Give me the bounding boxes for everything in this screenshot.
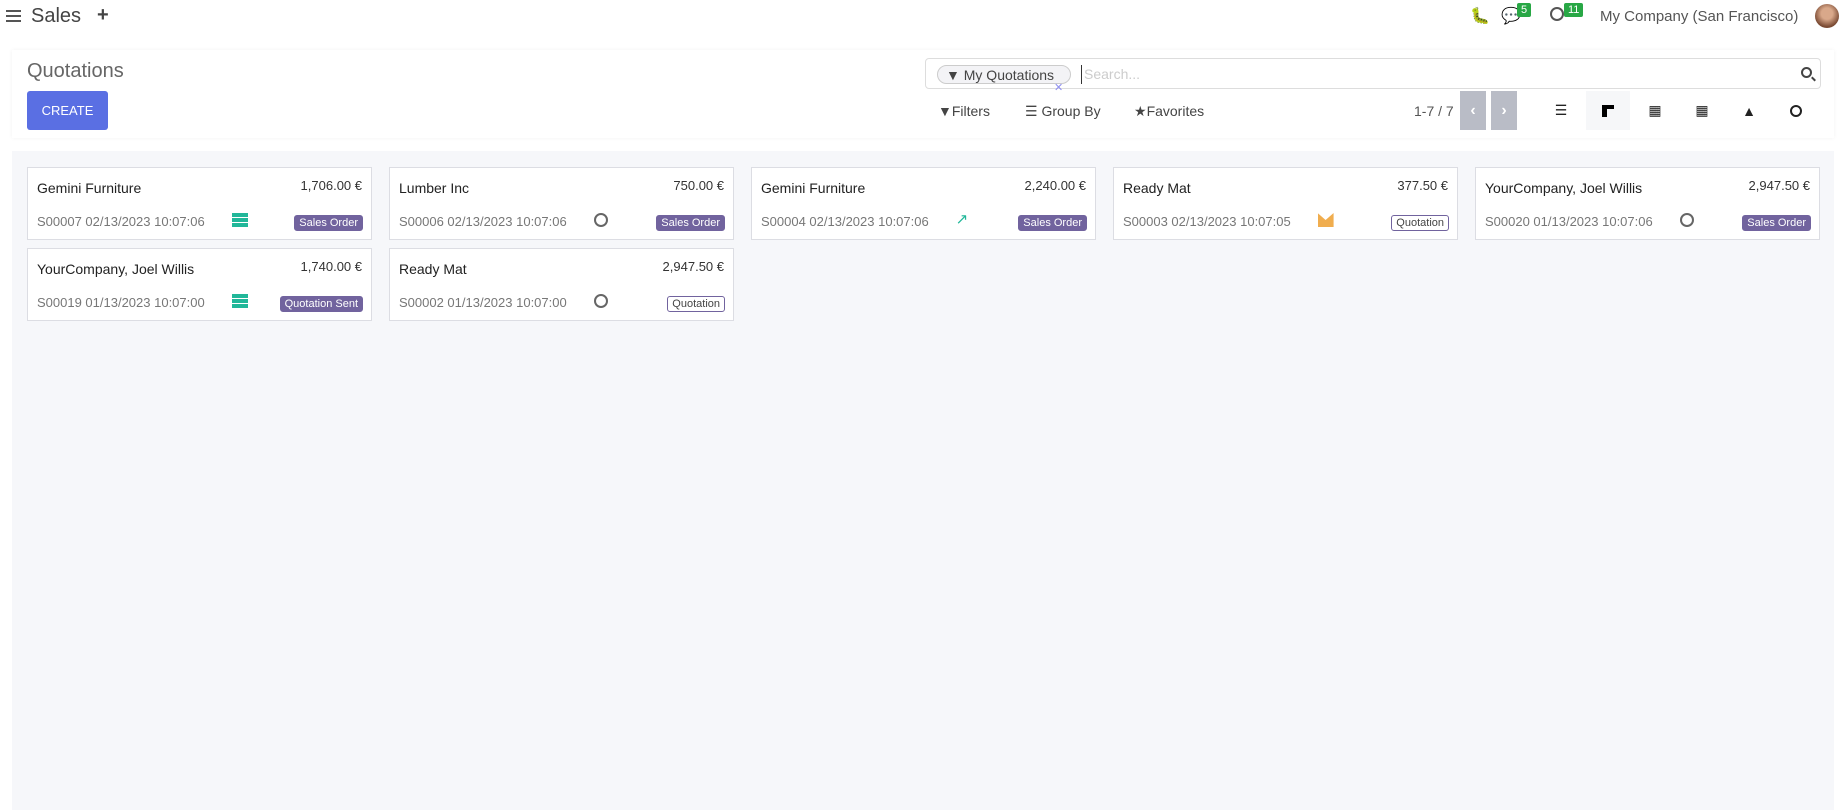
amount: 1,706.00 € — [300, 178, 362, 193]
order-reference: S00003 02/13/2023 10:07:05 — [1123, 214, 1291, 229]
search-facet[interactable]: ▼ My Quotations — [937, 65, 1072, 84]
status-badge: Sales Order — [1018, 215, 1087, 231]
amount: 750.00 € — [673, 178, 724, 193]
filters-button[interactable]: ▼Filters — [938, 103, 990, 119]
kanban-card[interactable]: Ready Mat 377.50 € S00003 02/13/2023 10:… — [1113, 167, 1458, 240]
text-cursor — [1081, 65, 1082, 84]
area-chart-icon: ▲ — [1742, 102, 1756, 119]
customer-name: Ready Mat — [1123, 180, 1191, 196]
status-badge: Sales Order — [294, 215, 363, 231]
calendar-view-button[interactable]: ▦ — [1633, 91, 1677, 130]
pager-next-button[interactable]: › — [1491, 91, 1517, 130]
filters-label: Filters — [951, 103, 990, 119]
page-title: Quotations — [27, 60, 124, 82]
group-by-button[interactable]: ☰ Group By — [1025, 103, 1101, 120]
favorites-label: Favorites — [1146, 103, 1205, 119]
facet-label: My Quotations — [963, 67, 1055, 83]
table-icon: ▦ — [1695, 102, 1709, 118]
list-icon[interactable] — [231, 294, 248, 308]
status-badge: Quotation — [667, 296, 725, 312]
customer-name: YourCompany, Joel Willis — [37, 261, 195, 277]
chat-icon[interactable]: 💬 — [1501, 8, 1521, 25]
top-navbar: Sales + 🐛 💬 5 11 My Company (San Francis… — [0, 0, 1844, 34]
kanban-view-button[interactable] — [1586, 91, 1630, 130]
order-reference: S00019 01/13/2023 10:07:00 — [37, 295, 205, 310]
status-badge: Quotation Sent — [279, 296, 363, 312]
group-by-label: Group By — [1041, 103, 1101, 119]
customer-name: Gemini Furniture — [761, 180, 866, 196]
customer-name: Lumber Inc — [399, 180, 470, 196]
amount: 377.50 € — [1397, 178, 1448, 193]
layers-icon: ☰ — [1025, 103, 1042, 119]
customer-name: Ready Mat — [399, 261, 467, 277]
status-badge: Quotation — [1391, 215, 1449, 231]
kanban-card[interactable]: Lumber Inc 750.00 € S00006 02/13/2023 10… — [389, 167, 734, 240]
list-icon: ☰ — [1554, 102, 1568, 118]
order-reference: S00007 02/13/2023 10:07:06 — [37, 214, 205, 229]
clock-icon[interactable] — [1679, 213, 1694, 227]
activities-count: 11 — [1564, 3, 1584, 17]
clock-icon[interactable] — [593, 294, 608, 308]
kanban-card[interactable]: Ready Mat 2,947.50 € S00002 01/13/2023 1… — [389, 248, 734, 321]
list-icon[interactable] — [231, 213, 248, 227]
close-icon[interactable]: ✕ — [1054, 82, 1064, 94]
messages-count: 5 — [1517, 3, 1532, 17]
star-icon: ★ — [1134, 103, 1147, 119]
order-reference: S00004 02/13/2023 10:07:06 — [761, 214, 929, 229]
search-icon[interactable] — [1801, 67, 1812, 78]
status-badge: Sales Order — [656, 215, 725, 231]
app-name[interactable]: Sales — [31, 5, 82, 27]
order-reference: S00006 02/13/2023 10:07:06 — [399, 214, 567, 229]
amount: 1,740.00 € — [300, 259, 362, 274]
amount: 2,947.50 € — [1748, 178, 1810, 193]
chart-icon[interactable]: ↗ — [955, 211, 969, 228]
pivot-view-button[interactable]: ▦ — [1680, 91, 1724, 130]
status-badge: Sales Order — [1742, 215, 1811, 231]
kanban-card[interactable]: YourCompany, Joel Willis 2,947.50 € S000… — [1475, 167, 1820, 240]
order-reference: S00002 01/13/2023 10:07:00 — [399, 295, 567, 310]
pager-previous-button[interactable]: ‹ — [1460, 91, 1486, 130]
clock-icon — [1790, 104, 1802, 117]
order-reference: S00020 01/13/2023 10:07:06 — [1485, 214, 1653, 229]
kanban-card[interactable]: Gemini Furniture 1,706.00 € S00007 02/13… — [27, 167, 372, 240]
search-bar: ▼ My Quotations ✕ — [925, 58, 1821, 94]
pager-value[interactable]: 1-7 / 7 — [1414, 103, 1454, 119]
graph-view-button[interactable]: ▲ — [1727, 91, 1771, 130]
avatar[interactable] — [1815, 4, 1839, 28]
list-view-button[interactable]: ☰ — [1539, 91, 1583, 130]
create-button[interactable]: CREATE — [27, 91, 108, 130]
kanban-icon — [1602, 104, 1614, 117]
filter-icon: ▼ — [938, 103, 952, 119]
customer-name: YourCompany, Joel Willis — [1485, 180, 1643, 196]
clock-icon[interactable] — [593, 213, 608, 227]
bug-icon[interactable]: 🐛 — [1470, 8, 1490, 25]
calendar-icon: ▦ — [1648, 102, 1662, 118]
clock-icon[interactable] — [1550, 7, 1564, 21]
customer-name: Gemini Furniture — [37, 180, 142, 196]
kanban-card[interactable]: Gemini Furniture 2,240.00 € S00004 02/13… — [751, 167, 1096, 240]
company-switcher[interactable]: My Company (San Francisco) — [1600, 8, 1799, 25]
plus-icon[interactable]: + — [97, 4, 109, 26]
favorites-button[interactable]: ★Favorites — [1134, 103, 1204, 120]
kanban-card[interactable]: YourCompany, Joel Willis 1,740.00 € S000… — [27, 248, 372, 321]
menu-icon[interactable] — [6, 10, 21, 22]
amount: 2,947.50 € — [662, 259, 724, 274]
mail-icon[interactable] — [1317, 213, 1334, 227]
amount: 2,240.00 € — [1024, 178, 1086, 193]
search-input[interactable] — [1084, 64, 1684, 84]
activity-view-button[interactable] — [1774, 91, 1818, 130]
